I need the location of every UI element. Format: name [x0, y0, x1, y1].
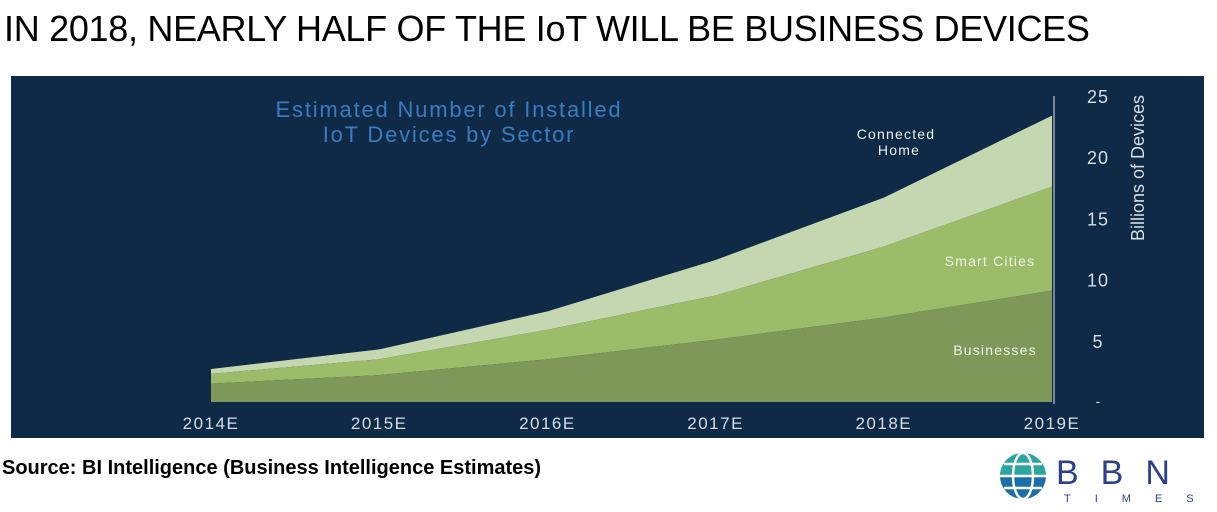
chart-title-line: Estimated Number of Installed: [276, 97, 623, 122]
source-note: Source: BI Intelligence (Business Intell…: [2, 457, 542, 479]
y-tick-label: 15: [1087, 209, 1109, 229]
x-tick-label: 2015E: [351, 414, 408, 433]
x-tick-label: 2014E: [183, 414, 240, 433]
x-tick-label: 2017E: [687, 414, 744, 433]
series-area-connected-home: [211, 115, 1052, 374]
series-area-smart-cities: [211, 186, 1052, 384]
brand-logo: BBN TIMES: [996, 450, 1211, 506]
stacked-area-chart: 5 10 15 20 25 - Billions of Devices 2014E 2015E 2…: [11, 76, 1204, 438]
y-tick-label: 25: [1087, 87, 1109, 107]
series-label: Businesses: [953, 342, 1037, 358]
x-tick-label: 2019E: [1024, 414, 1081, 433]
x-tick-label: 2018E: [855, 414, 912, 433]
y-tick-label: 10: [1087, 271, 1109, 291]
x-tick-label: 2016E: [519, 414, 576, 433]
chart-title-line: IoT Devices by Sector: [323, 122, 576, 147]
y-tick-label: 5: [1092, 332, 1103, 352]
chart-panel: 5 10 15 20 25 - Billions of Devices 2014E 2015E 2…: [11, 76, 1204, 438]
y-tick-label: 20: [1087, 148, 1109, 168]
brand-tagline: TIMES: [1064, 493, 1211, 505]
series-label: Home: [878, 142, 920, 158]
series-label: Smart Cities: [945, 253, 1036, 269]
series-area-businesses: [211, 290, 1052, 402]
globe-icon: [1000, 451, 1046, 501]
page-title: IN 2018, NEARLY HALF OF THE IoT WILL BE …: [4, 8, 1090, 49]
brand-name: BBN: [1056, 454, 1192, 492]
y-axis-label: Billions of Devices: [1128, 95, 1148, 241]
series-label: Connected: [857, 126, 936, 142]
y-tick-label: -: [1096, 393, 1101, 409]
